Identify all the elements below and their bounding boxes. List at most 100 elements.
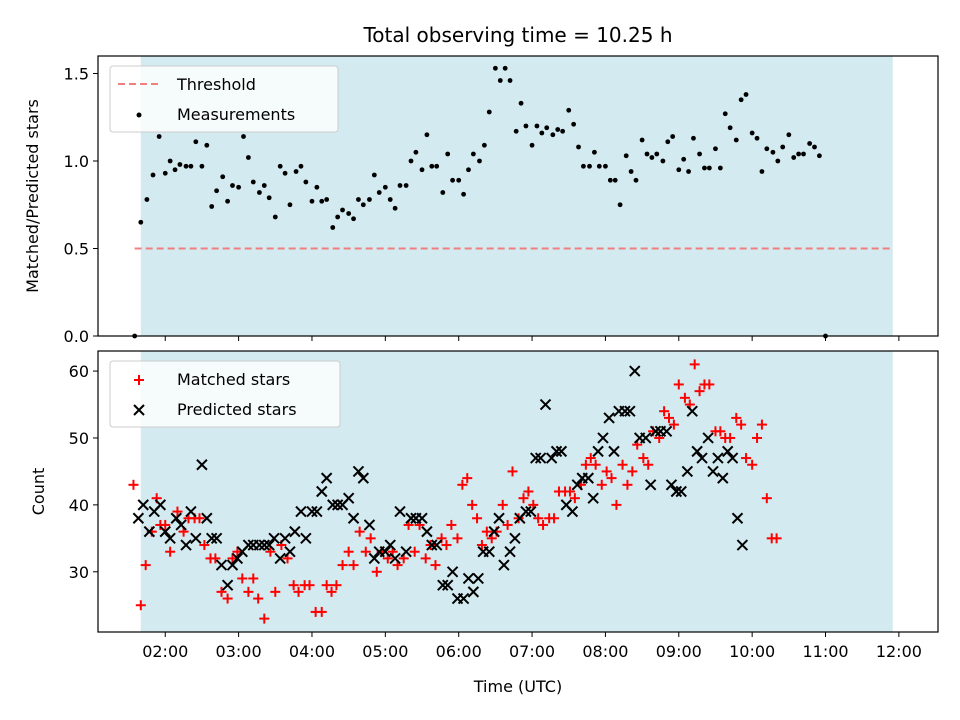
measurement-point [466, 167, 471, 173]
measurement-point [408, 158, 414, 164]
count-y-ticks: 30 40 50 60 [69, 362, 98, 582]
measurement-point [397, 183, 403, 188]
predicted-star-point [263, 539, 275, 551]
measurement-point [796, 151, 802, 157]
predicted-star-point [384, 539, 396, 551]
measurement-point [172, 167, 178, 173]
predicted-star-point [530, 452, 542, 464]
matched-star-point [549, 513, 560, 524]
measurement-point [502, 65, 508, 71]
matched-star-point [210, 553, 221, 564]
matched-star-point [462, 473, 473, 484]
measurement-point [733, 137, 739, 143]
predicted-star-point [295, 505, 307, 518]
matched-star-point [617, 459, 628, 470]
matched-star-point [331, 580, 342, 591]
count-panel-frame [97, 350, 939, 633]
predicted-star-point [164, 532, 176, 545]
ratio-y-tick-label: 1.0 [64, 152, 89, 171]
measurement-point [204, 142, 210, 148]
measurement-point [371, 172, 377, 178]
matched-star-point [348, 560, 359, 571]
predicted-star-point [379, 546, 392, 558]
predicted-star-point [258, 539, 270, 551]
predicted-star-point [430, 539, 443, 551]
measurement-point [220, 174, 226, 180]
predicted-star-point [462, 572, 475, 585]
measurement-point [603, 163, 608, 169]
predicted-star-point [493, 512, 505, 524]
measurement-point [801, 151, 806, 157]
matched-star-point [420, 553, 431, 564]
legend-matched-swatch [134, 375, 144, 385]
predicted-star-point [686, 405, 698, 417]
predicted-star-point [368, 552, 381, 565]
matched-star-point [606, 473, 617, 484]
matched-star-point [771, 533, 782, 544]
x-tick-label: 09:00 [656, 642, 702, 661]
measurement-point [587, 163, 592, 169]
legend-plus-glyph [134, 375, 144, 385]
measurement-point [713, 146, 718, 152]
matched-star-point [270, 586, 281, 597]
predicted-star-point [405, 512, 417, 524]
predicted-star-point [649, 425, 662, 437]
matched-star-point [446, 519, 457, 530]
predicted-star-point [504, 546, 516, 558]
measurement-point [150, 172, 156, 178]
predicted-star-point [534, 452, 547, 464]
matched-star-point [472, 513, 483, 524]
measurement-point [697, 151, 702, 157]
measurement-point [199, 163, 205, 169]
predicted-star-point [210, 532, 223, 545]
count-legend: Matched stars Predicted stars [109, 360, 341, 428]
measurement-point [314, 184, 320, 190]
predicted-star-point [624, 405, 636, 417]
matched-star-point [601, 466, 612, 477]
matched-star-point [715, 426, 726, 437]
matched-star-point [741, 453, 752, 464]
measurement-point [261, 183, 267, 188]
x-tick-label: 07:00 [509, 642, 555, 661]
matched-star-point [293, 586, 304, 597]
matched-star-point [194, 513, 205, 524]
measurement-point [367, 197, 372, 202]
measurement-point [759, 169, 765, 174]
measurement-point [607, 177, 613, 183]
matched-star-point [497, 499, 508, 510]
matched-star-point [731, 412, 742, 423]
measurement-point [445, 151, 451, 157]
measurement-point [138, 219, 144, 225]
predicted-star-point [242, 539, 255, 551]
measurement-point [691, 135, 696, 141]
predicted-star-point [603, 412, 615, 424]
measurement-point [560, 128, 566, 134]
predicted-star-point [488, 525, 500, 538]
matched-star-point [668, 419, 679, 430]
predicted-star-point [201, 512, 213, 524]
predicted-star-point [289, 525, 301, 538]
predicted-star-point [231, 552, 244, 565]
ratio-x-ticks [164, 336, 900, 341]
legend-predicted-swatch [133, 404, 145, 416]
matched-star-point [199, 540, 210, 551]
matched-star-point [752, 432, 763, 443]
measurement-point [706, 165, 712, 171]
predicted-star-point [467, 586, 480, 598]
measurement-point [461, 191, 466, 197]
measurement-point [775, 158, 781, 164]
ratio-y-tick-label: 0.0 [64, 327, 89, 346]
measurement-point [727, 125, 733, 131]
count-legend-box [109, 360, 341, 428]
measurement-point [245, 155, 251, 160]
predicted-star-point [300, 532, 312, 545]
predicted-star-point [681, 465, 694, 478]
predicted-star-point [421, 525, 433, 538]
x-tick-label: 03:00 [216, 642, 262, 661]
matched-star-point [481, 526, 492, 537]
predicted-star-point [675, 485, 687, 498]
measurement-point [749, 130, 755, 136]
predicted-star-point [180, 539, 192, 551]
measurement-point [167, 158, 173, 164]
x-tick-label: 04:00 [289, 642, 335, 661]
